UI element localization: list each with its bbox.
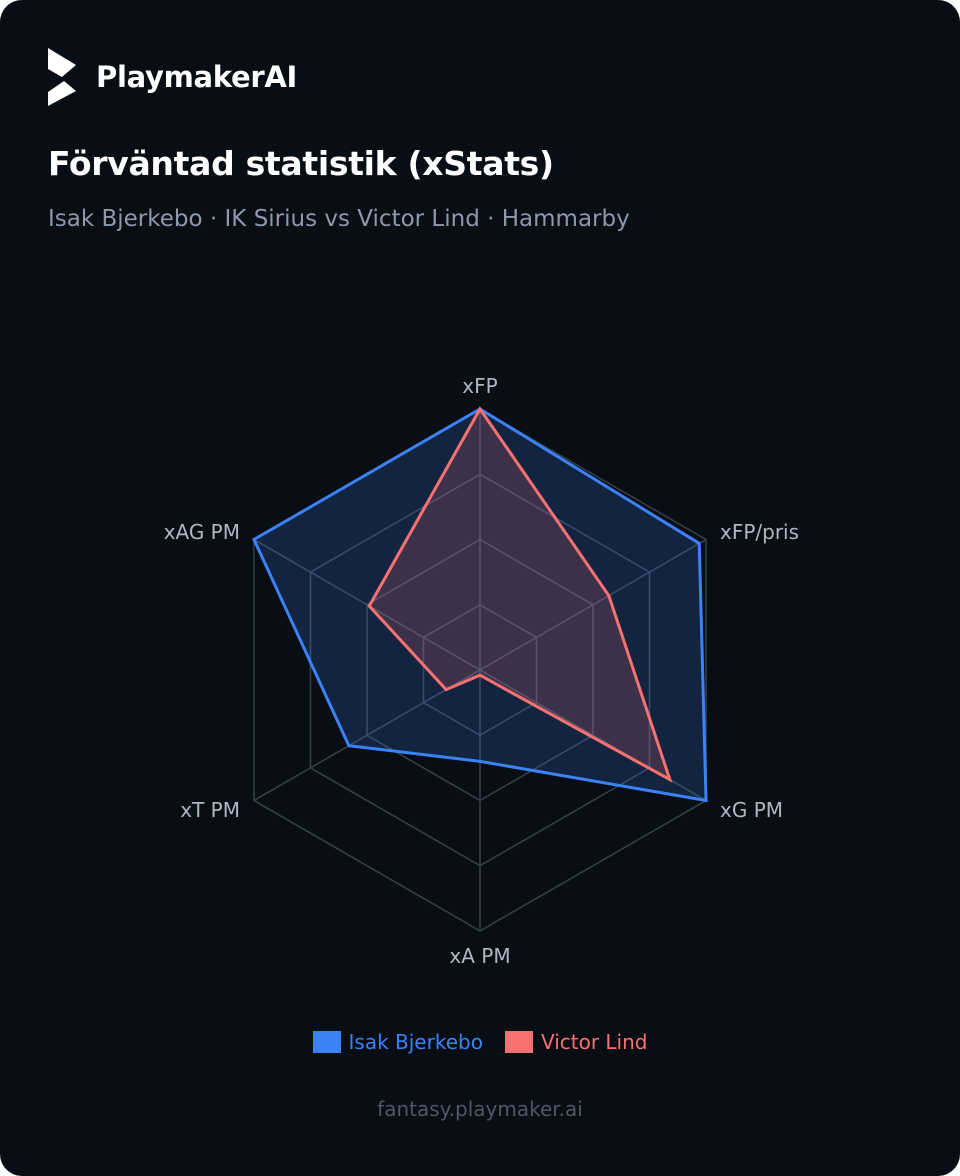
legend-swatch [312, 1031, 341, 1053]
series-area-b [367, 406, 673, 783]
footer-url: fantasy.playmaker.ai [377, 1097, 583, 1121]
brand: PlaymakerAI [48, 48, 297, 106]
legend-label: Isak Bjerkebo [348, 1030, 483, 1054]
legend-swatch [504, 1031, 533, 1053]
page-title: Förväntad statistik (xStats) [48, 144, 554, 183]
legend-item[interactable]: Isak Bjerkebo [312, 1030, 483, 1054]
axis-label: xFP/pris [720, 520, 799, 544]
axis-label: xA PM [449, 944, 510, 968]
series-area-a [252, 407, 708, 803]
legend-label: Victor Lind [540, 1030, 648, 1054]
brand-name: PlaymakerAI [96, 60, 297, 94]
axis-label: xAG PM [164, 520, 240, 544]
page-subtitle: Isak Bjerkebo · IK Sirius vs Victor Lind… [48, 206, 630, 232]
axis-label: xT PM [180, 798, 240, 822]
grid-spoke [253, 538, 481, 671]
legend-item[interactable]: Victor Lind [504, 1030, 648, 1054]
chart-legend: Isak Bjerkebo Victor Lind [0, 1030, 960, 1054]
grid-spoke [479, 538, 707, 671]
playmaker-logo-icon [48, 48, 76, 106]
grid-spoke [253, 669, 481, 802]
radar-chart: xFP xFP/pris xG PM xA PM xT PM xAG PM [164, 374, 799, 968]
axis-label: xG PM [720, 798, 783, 822]
axis-label: xFP [462, 374, 497, 398]
